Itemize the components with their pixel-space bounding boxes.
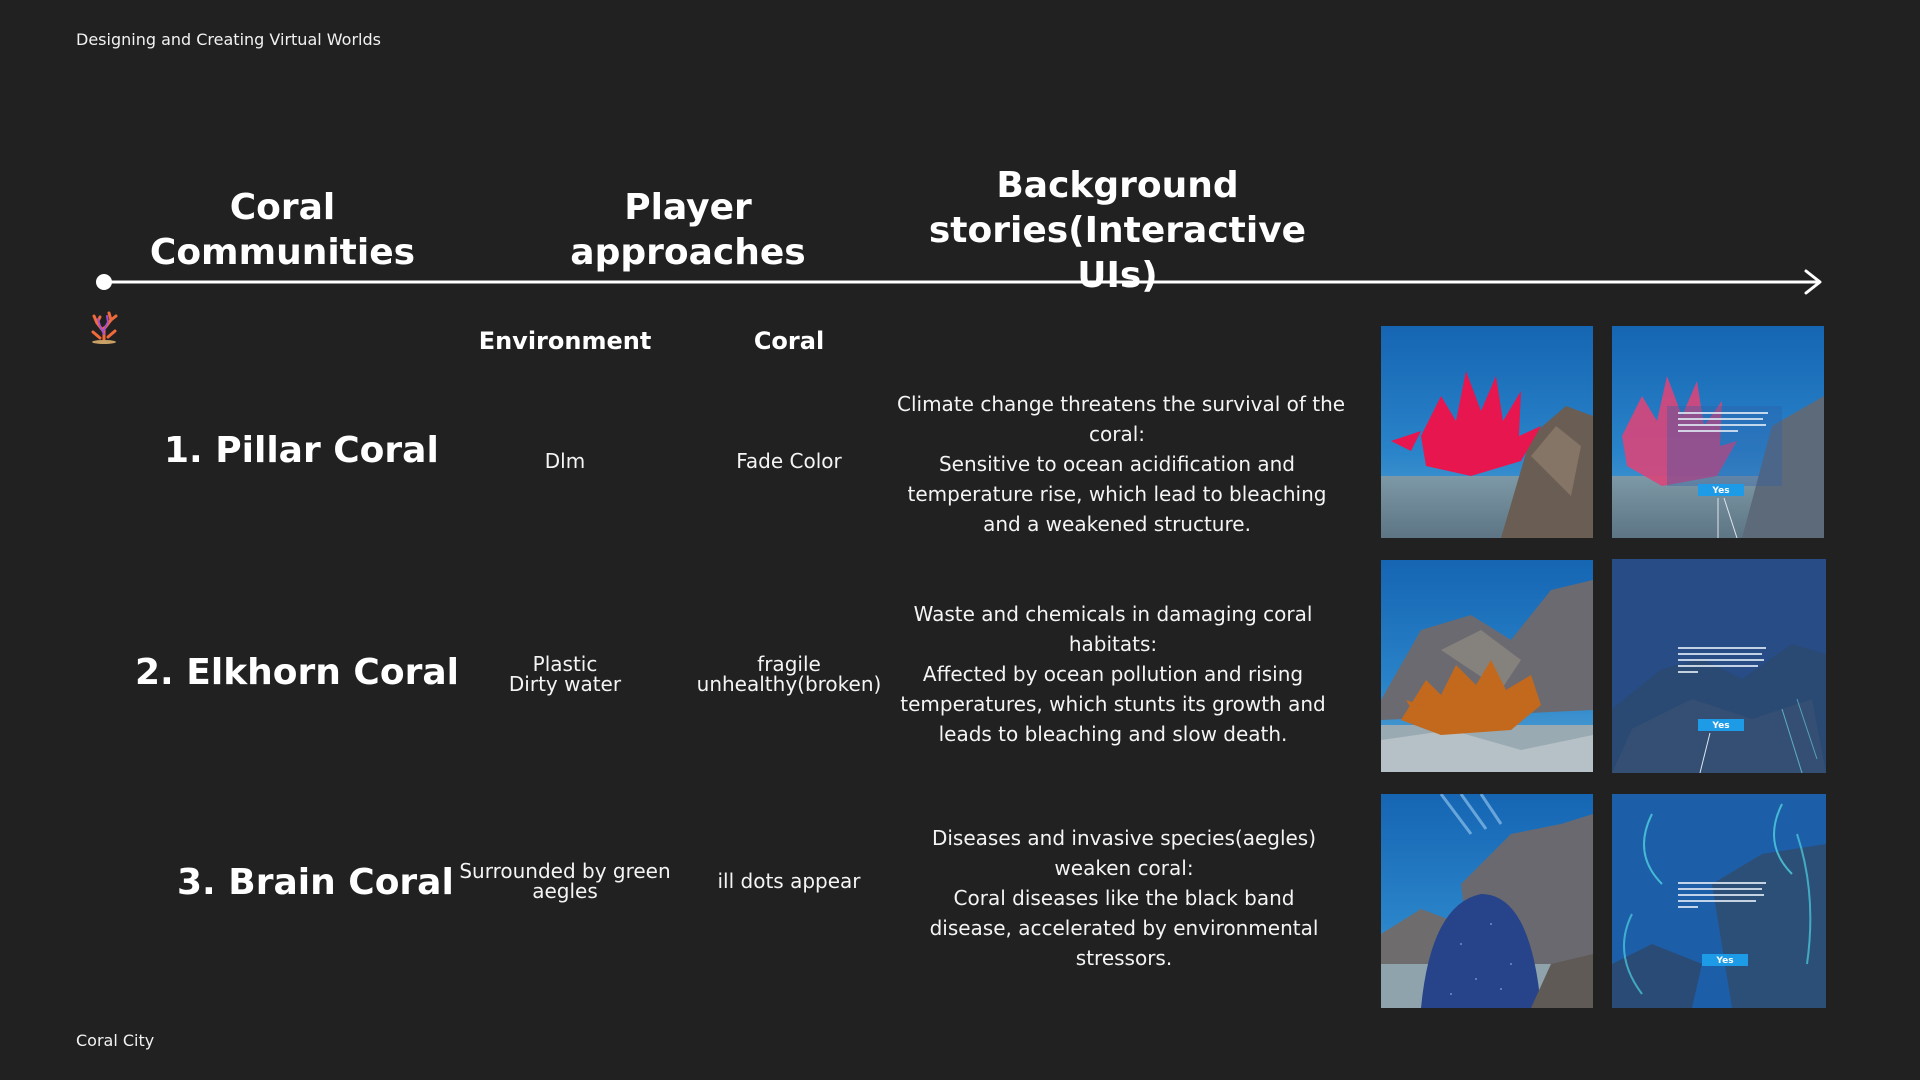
story-line: temperatures, which stunts its growth an…: [900, 692, 1326, 716]
environment-cell: Dlm: [455, 451, 675, 471]
story-line: Coral diseases like the black band: [953, 886, 1295, 910]
story-line: stressors.: [1075, 946, 1173, 970]
project-name: Coral City: [76, 1031, 155, 1050]
elkhorn-coral-ui-image: Yes: [1612, 559, 1826, 773]
story-text-elkhorn: Waste and chemicals in damaging coral ha…: [893, 599, 1333, 749]
course-title: Designing and Creating Virtual Worlds: [76, 30, 381, 49]
story-line: temperature rise, which lead to bleachin…: [907, 482, 1327, 506]
ui-yes-button: Yes: [1711, 721, 1729, 731]
story-line: Waste and chemicals in damaging coral: [913, 602, 1313, 626]
pillar-coral-scene-image: [1381, 326, 1593, 538]
coral-line: fragile: [757, 652, 821, 676]
player-approaches-heading: Player approaches: [570, 187, 806, 273]
row-title-brain-coral: 3. Brain Coral: [177, 862, 454, 903]
brain-coral-ui-image: Yes: [1612, 794, 1826, 1008]
story-line: leads to bleaching and slow death.: [938, 722, 1288, 746]
environment-subheader: Environment: [478, 327, 652, 355]
story-line: weaken coral:: [1054, 856, 1194, 880]
row-name: Elkhorn Coral: [186, 652, 459, 693]
story-line: and a weakened structure.: [983, 512, 1251, 536]
story-line: coral:: [1088, 422, 1145, 446]
background-stories-line2: stories(Interactive UIs): [928, 210, 1307, 296]
timeline-arrow: [96, 269, 1822, 295]
environment-line: Dirty water: [508, 672, 622, 696]
environment-cell: Plastic Dirty water: [455, 654, 675, 694]
environment-line: Dlm: [544, 449, 586, 473]
row-name: Pillar Coral: [215, 430, 439, 471]
row-name: Brain Coral: [228, 862, 454, 903]
story-line: Affected by ocean pollution and rising: [922, 662, 1304, 686]
row-number: 2.: [135, 652, 174, 693]
coral-communities-heading: Coral Communities: [149, 187, 416, 273]
background-stories-line1: Background: [996, 165, 1239, 206]
coral-line: Fade Color: [736, 449, 842, 473]
coral-cell: Fade Color: [689, 451, 889, 471]
coral-subheader: Coral: [753, 327, 825, 355]
background-stories-heading: Background stories(Interactive UIs): [900, 163, 1335, 298]
pillar-coral-ui-image: Yes: [1612, 326, 1824, 538]
coral-line: ill dots appear: [717, 869, 861, 893]
coral-line: unhealthy(broken): [696, 672, 882, 696]
story-text-pillar: Climate change threatens the survival of…: [897, 389, 1346, 539]
elkhorn-coral-scene-image: [1381, 560, 1593, 772]
story-line: Climate change threatens the survival of…: [897, 392, 1346, 416]
coral-cell: ill dots appear: [689, 871, 889, 891]
story-text-brain: Diseases and invasive species(aegles) we…: [904, 823, 1344, 973]
story-line: Diseases and invasive species(aegles): [931, 826, 1317, 850]
environment-line: Surrounded by green: [459, 859, 671, 883]
story-line: disease, accelerated by environmental: [929, 916, 1319, 940]
row-title-elkhorn-coral: 2. Elkhorn Coral: [135, 652, 459, 693]
brain-coral-scene-image: [1381, 794, 1593, 1008]
environment-cell: Surrounded by green aegles: [455, 861, 675, 901]
ui-yes-button: Yes: [1711, 486, 1729, 496]
story-line: Sensitive to ocean acidification and: [938, 452, 1295, 476]
row-title-pillar-coral: 1. Pillar Coral: [164, 430, 439, 471]
timeline-arrowhead: [1804, 269, 1822, 295]
coral-cell: fragile unhealthy(broken): [689, 654, 889, 694]
environment-line: aegles: [532, 879, 598, 903]
ui-yes-button: Yes: [1715, 956, 1733, 966]
row-number: 1.: [164, 430, 203, 471]
coral-emoji-icon: [91, 311, 118, 344]
row-number: 3.: [177, 862, 216, 903]
environment-line: Plastic: [532, 652, 598, 676]
story-line: habitats:: [1068, 632, 1158, 656]
